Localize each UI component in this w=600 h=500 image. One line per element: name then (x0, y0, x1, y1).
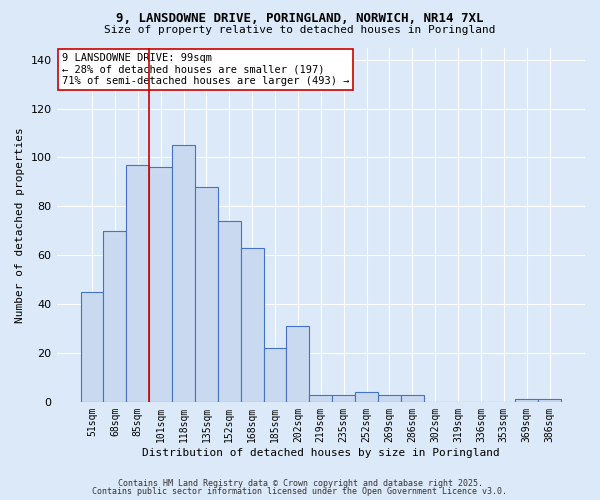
Bar (378, 394, 401, 402)
Bar (286, 326, 310, 402)
Text: 9 LANSDOWNE DRIVE: 99sqm
← 28% of detached houses are smaller (197)
71% of semi-: 9 LANSDOWNE DRIVE: 99sqm ← 28% of detach… (62, 53, 349, 86)
Bar (310, 394, 332, 402)
Bar (80, 292, 103, 402)
Bar (241, 248, 263, 402)
Bar (127, 165, 149, 402)
Bar (149, 167, 172, 402)
X-axis label: Distribution of detached houses by size in Poringland: Distribution of detached houses by size … (142, 448, 500, 458)
Text: Contains HM Land Registry data © Crown copyright and database right 2025.: Contains HM Land Registry data © Crown c… (118, 478, 482, 488)
Bar (401, 394, 424, 402)
Text: 9, LANSDOWNE DRIVE, PORINGLAND, NORWICH, NR14 7XL: 9, LANSDOWNE DRIVE, PORINGLAND, NORWICH,… (116, 12, 484, 26)
Text: Size of property relative to detached houses in Poringland: Size of property relative to detached ho… (104, 25, 496, 35)
Bar (332, 394, 355, 402)
Bar (218, 221, 241, 402)
Bar (103, 231, 127, 402)
Text: Contains public sector information licensed under the Open Government Licence v3: Contains public sector information licen… (92, 487, 508, 496)
Bar (263, 348, 286, 402)
Bar (355, 392, 378, 402)
Bar (195, 187, 218, 402)
Bar (172, 145, 195, 402)
Y-axis label: Number of detached properties: Number of detached properties (15, 127, 25, 322)
Bar (515, 400, 538, 402)
Bar (538, 400, 561, 402)
